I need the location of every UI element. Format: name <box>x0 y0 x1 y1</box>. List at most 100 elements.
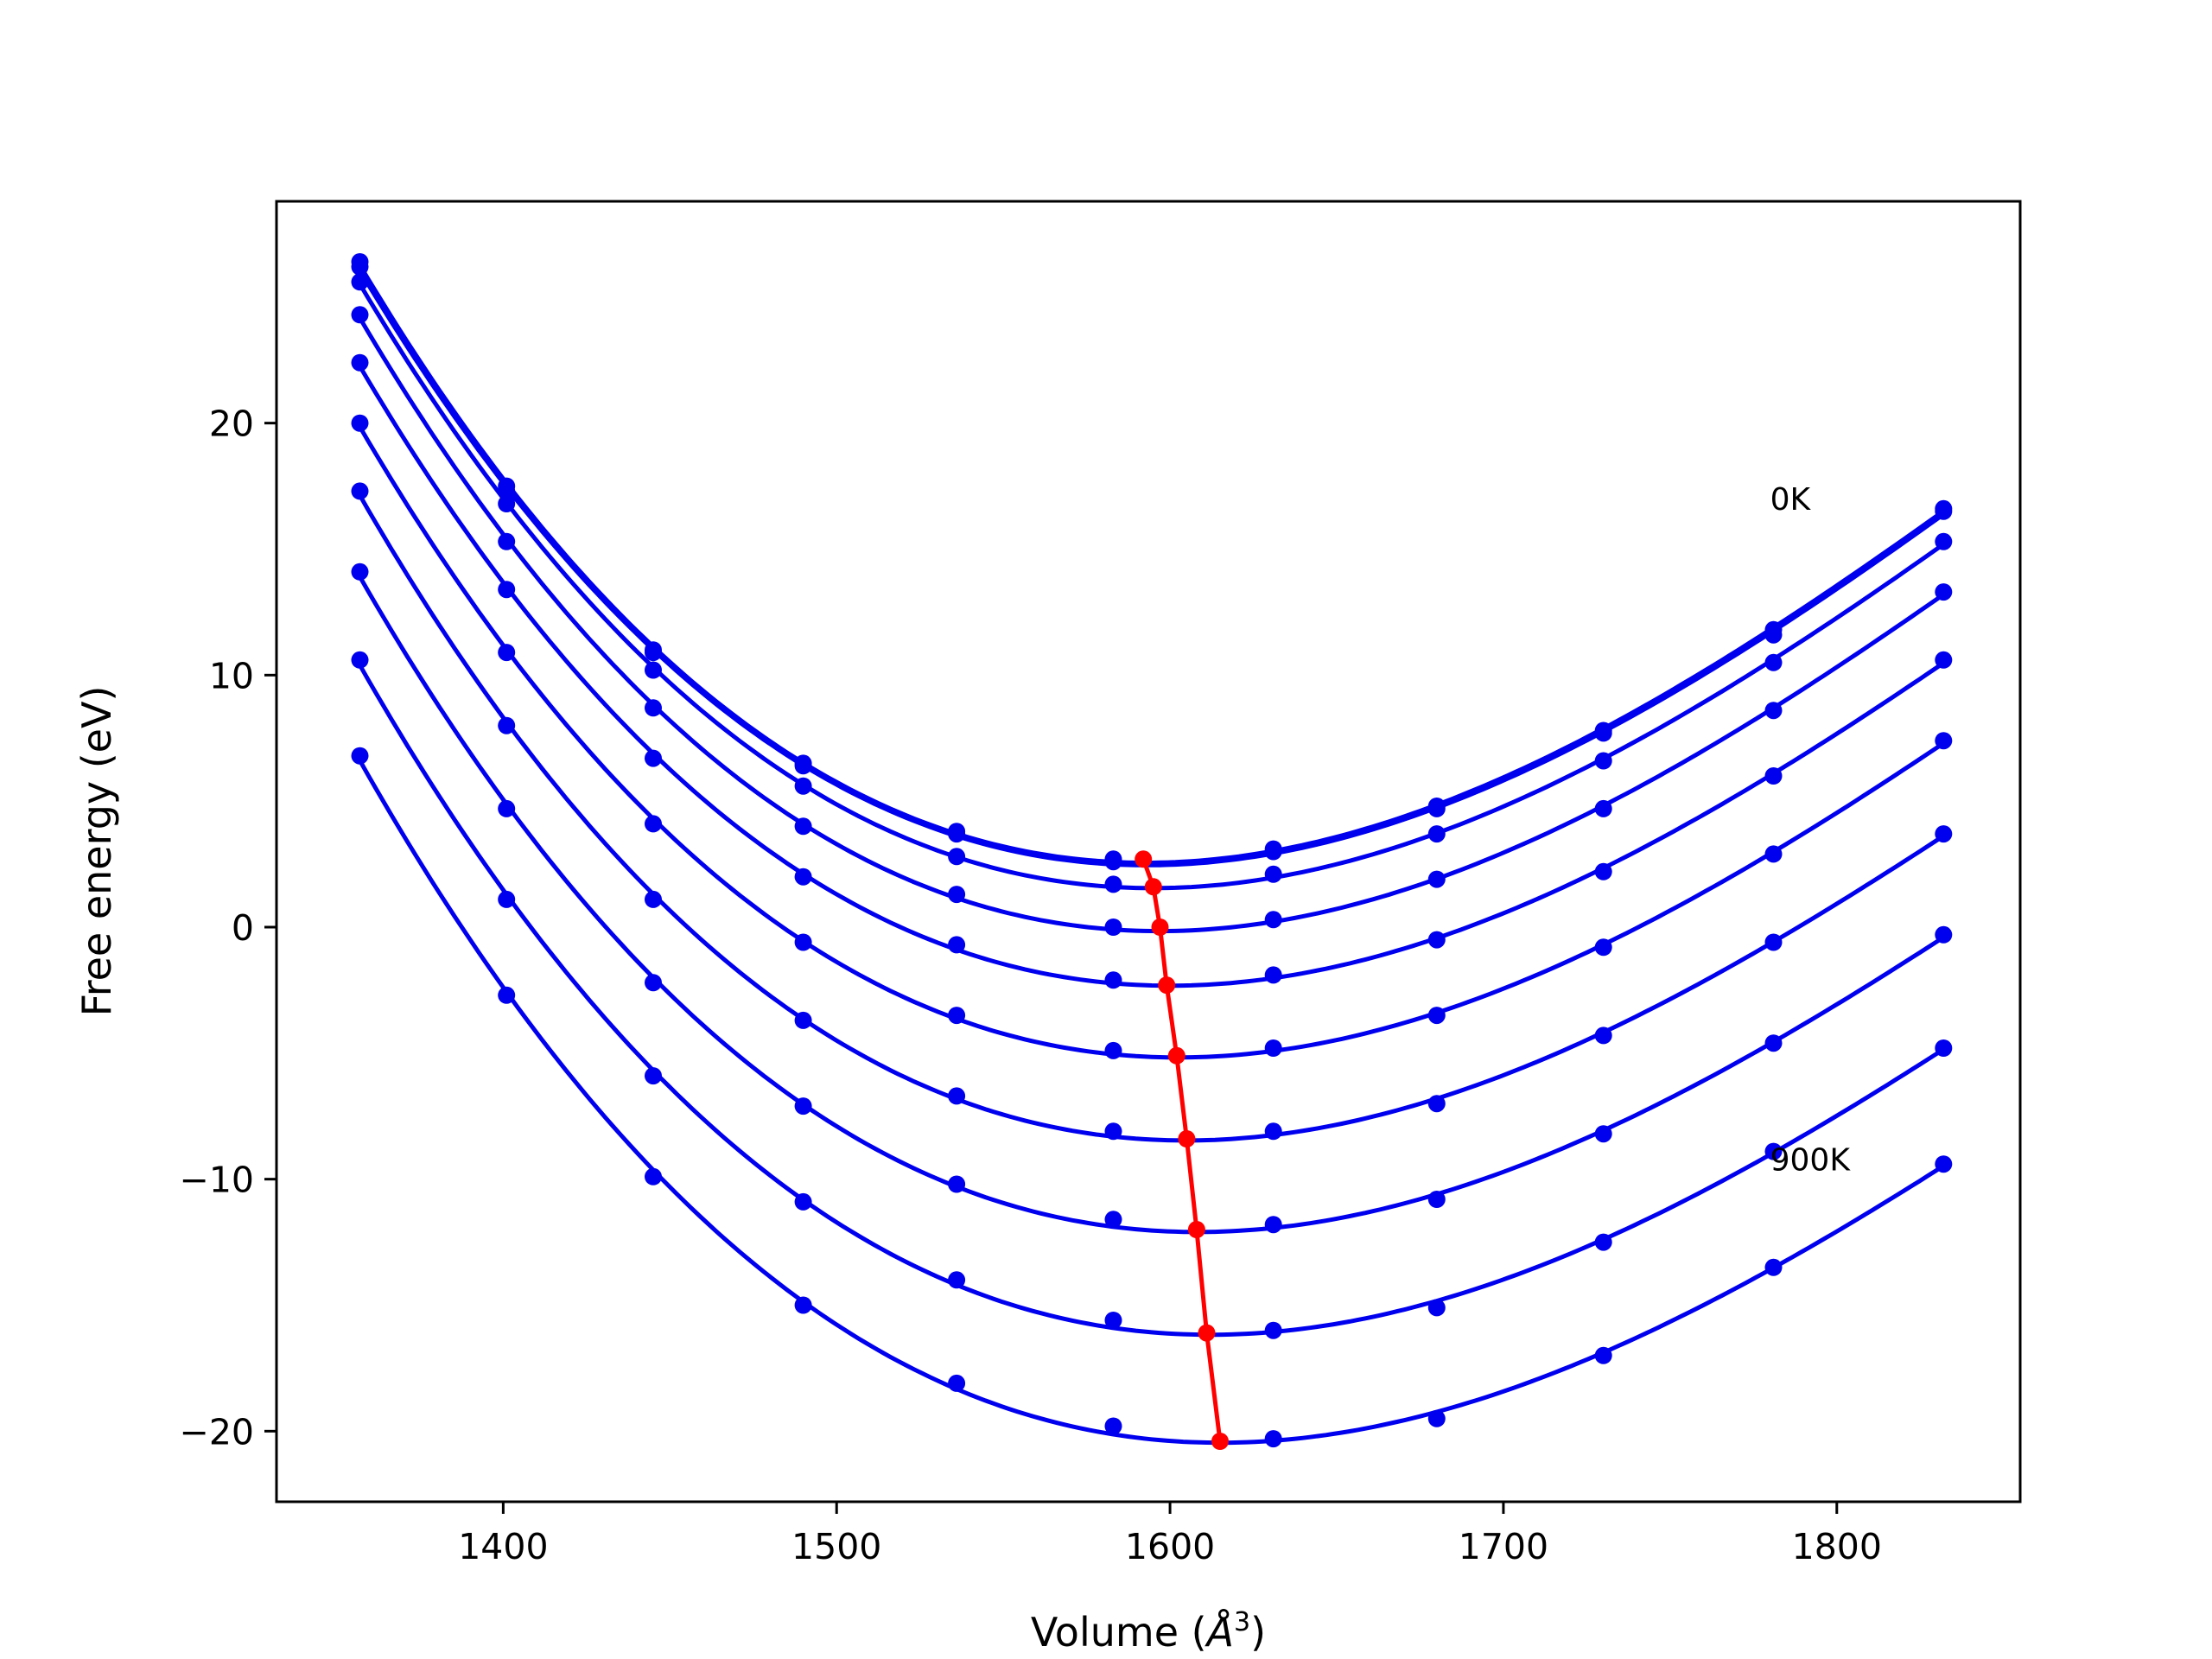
data-point <box>498 581 516 599</box>
y-tick-label: −10 <box>179 1160 254 1201</box>
data-point <box>1594 1233 1612 1251</box>
data-point <box>1764 626 1783 644</box>
data-point <box>1594 724 1612 742</box>
x-axis-title: Volume (Å3) <box>1031 1607 1266 1656</box>
data-point <box>1935 1155 1953 1173</box>
energy-curve-1 <box>358 269 1945 868</box>
data-point <box>645 644 662 662</box>
data-point <box>1104 875 1122 893</box>
minimum-point <box>1151 918 1169 936</box>
data-point <box>1935 825 1953 843</box>
x-tick-label: 1800 <box>1792 1526 1882 1567</box>
x-tick-label: 1700 <box>1459 1526 1548 1567</box>
data-point <box>1594 862 1612 880</box>
data-point <box>645 1167 662 1185</box>
data-point <box>1104 1312 1122 1329</box>
data-point <box>1264 865 1282 883</box>
minimum-point <box>1144 878 1162 896</box>
minimum-point <box>1167 1046 1185 1065</box>
data-point <box>794 1097 812 1116</box>
y-tick-label: −20 <box>179 1411 254 1452</box>
energy-curve-0 <box>358 264 1945 865</box>
data-point <box>1264 1321 1282 1339</box>
data-point <box>498 532 516 550</box>
data-point <box>794 757 812 775</box>
data-point <box>1264 966 1282 984</box>
x-axis-title-unit: Å <box>1205 1609 1234 1656</box>
data-point <box>1594 1125 1612 1143</box>
data-point <box>1764 933 1783 951</box>
data-point <box>948 848 966 866</box>
data-point <box>645 815 662 833</box>
data-point <box>1935 583 1953 601</box>
data-point <box>1427 1007 1446 1025</box>
data-point <box>794 817 812 836</box>
data-point <box>1427 931 1446 949</box>
data-point <box>351 257 369 276</box>
data-point <box>351 651 369 669</box>
data-point <box>1427 870 1446 888</box>
data-point <box>498 890 516 908</box>
data-point <box>1764 1258 1783 1276</box>
data-point <box>351 414 369 432</box>
energy-curve-5 <box>358 425 1945 1060</box>
data-point <box>1104 853 1122 871</box>
data-point <box>498 716 516 734</box>
data-point <box>351 273 369 291</box>
data-point <box>1594 1027 1612 1045</box>
data-point <box>948 825 966 843</box>
y-axis-ticks: −20 −10 0 10 20 <box>179 404 276 1452</box>
data-point <box>794 1011 812 1029</box>
data-point <box>1935 651 1953 669</box>
data-point <box>794 1296 812 1314</box>
energy-curve-6 <box>358 494 1945 1143</box>
data-point <box>498 482 516 500</box>
y-tick-label: 0 <box>232 907 254 949</box>
annotations-layer: 0K 900K <box>1770 482 1852 1178</box>
data-point <box>1935 925 1953 944</box>
minimum-point <box>1198 1324 1216 1342</box>
data-point <box>1264 842 1282 861</box>
data-point <box>1264 1122 1282 1141</box>
x-axis-title-close: ) <box>1250 1609 1266 1656</box>
energy-curve-7 <box>358 575 1945 1235</box>
data-point <box>1935 532 1953 550</box>
data-point <box>948 1175 966 1193</box>
points-layer <box>351 253 1953 1448</box>
data-point <box>1594 1346 1612 1364</box>
data-point <box>948 936 966 954</box>
data-point <box>1594 799 1612 817</box>
data-point <box>351 563 369 581</box>
data-point <box>1935 732 1953 750</box>
data-point <box>794 868 812 886</box>
data-point <box>1264 1430 1282 1448</box>
data-point <box>498 986 516 1004</box>
energy-curve-3 <box>358 316 1945 934</box>
x-axis-ticks: 1400 1500 1600 1700 1800 <box>458 1502 1882 1567</box>
temperature-label: 0K <box>1770 482 1812 518</box>
data-point <box>1427 1095 1446 1113</box>
x-axis-title-exponent: 3 <box>1234 1607 1250 1637</box>
data-point <box>1427 1299 1446 1317</box>
data-point <box>1427 799 1446 817</box>
minimum-point <box>1187 1221 1205 1238</box>
data-point <box>1764 845 1783 863</box>
data-point <box>1427 1409 1446 1427</box>
x-axis-title-text: Volume ( <box>1031 1609 1207 1656</box>
data-point <box>645 1067 662 1085</box>
x-tick-label: 1500 <box>791 1526 881 1567</box>
data-point <box>948 886 966 904</box>
data-point <box>1935 1039 1953 1057</box>
minimum-point <box>1135 850 1153 868</box>
data-point <box>794 933 812 951</box>
y-tick-label: 20 <box>209 404 254 445</box>
data-point <box>351 482 369 500</box>
minimum-point <box>1158 976 1176 995</box>
data-point <box>645 749 662 767</box>
data-point <box>1104 1417 1122 1435</box>
data-point <box>1264 1216 1282 1234</box>
data-point <box>1427 825 1446 843</box>
energy-curve-9 <box>358 759 1945 1446</box>
energy-curve-4 <box>358 365 1945 988</box>
